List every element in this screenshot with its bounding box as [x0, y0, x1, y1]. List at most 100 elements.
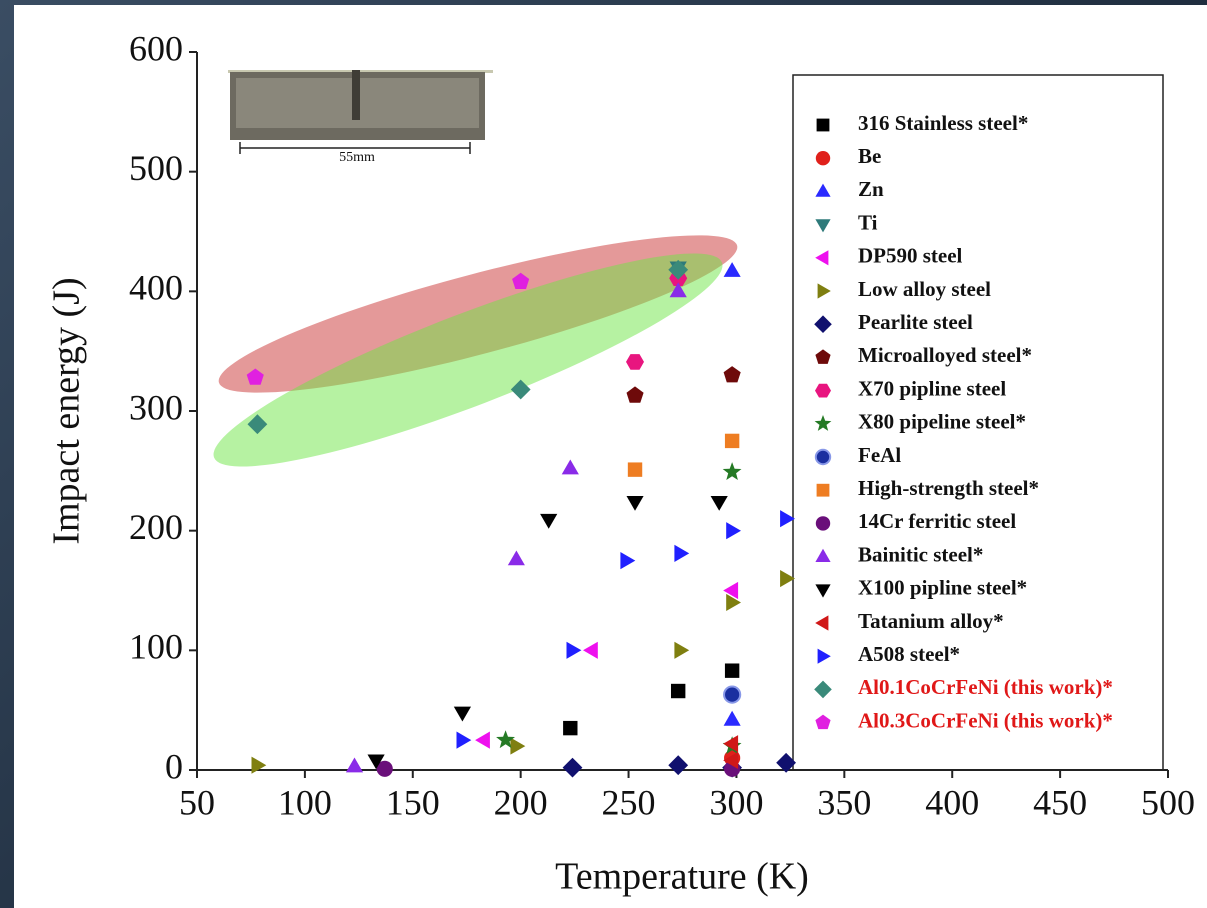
data-point	[710, 496, 728, 511]
legend-marker	[815, 219, 831, 233]
data-point	[626, 354, 644, 370]
legend-marker	[817, 283, 831, 299]
data-point	[475, 731, 490, 749]
legend-marker	[815, 548, 831, 562]
x-tick-label: 100	[278, 782, 332, 822]
data-point	[723, 685, 742, 704]
data-point	[251, 756, 267, 774]
inset-caption: 55mm	[339, 150, 375, 165]
data-point	[780, 510, 795, 528]
legend-marker	[816, 483, 830, 497]
legend-marker	[815, 615, 829, 631]
data-point	[724, 663, 740, 678]
legend-marker	[815, 250, 829, 266]
legend-marker	[815, 383, 831, 398]
legend-label: Ti	[858, 210, 878, 234]
data-point	[626, 496, 644, 511]
x-tick-label: 150	[386, 782, 440, 822]
data-point	[726, 593, 741, 611]
data-point	[512, 272, 530, 289]
legend-marker	[815, 584, 831, 598]
legend-label: Tatanium alloy*	[858, 609, 1004, 633]
data-point	[456, 731, 472, 749]
legend-label: Zn	[858, 177, 884, 201]
y-axis-title: Impact energy (J)	[46, 277, 88, 544]
data-point	[563, 720, 578, 736]
data-point	[723, 581, 739, 600]
legend-label: FeAl	[858, 443, 901, 467]
legend-marker	[815, 151, 831, 166]
data-point	[562, 757, 583, 778]
data-point	[776, 752, 796, 773]
legend-label: High-strength steel*	[858, 476, 1039, 500]
legend-label: Be	[858, 144, 881, 168]
legend-box	[792, 74, 1164, 771]
inset-photo: 55mm	[228, 70, 493, 165]
x-axis-title: Temperature (K)	[555, 856, 809, 898]
x-tick-label: 250	[602, 782, 656, 822]
legend-marker	[815, 714, 831, 730]
data-point	[669, 282, 687, 298]
x-tick-label: 350	[817, 782, 871, 822]
data-point	[726, 522, 741, 540]
legend-label: Low alloy steel	[858, 277, 991, 301]
x-tick-label: 500	[1141, 782, 1195, 822]
x-tick-label: 200	[494, 782, 548, 822]
data-point	[723, 710, 741, 726]
legend-marker	[814, 448, 832, 466]
legend-label: X70 pipline steel	[858, 376, 1006, 400]
data-point	[723, 262, 741, 277]
legend-label: Al0.1CoCrFeNi (this work)*	[858, 675, 1113, 699]
legend-marker	[815, 349, 831, 364]
legend-marker	[816, 118, 830, 132]
data-point	[780, 570, 795, 588]
legend-label: X100 pipline steel*	[858, 576, 1027, 600]
y-tick-label: 0	[165, 746, 183, 786]
x-tick-label: 300	[709, 782, 763, 822]
data-point	[507, 550, 525, 566]
data-point	[627, 462, 643, 477]
legend-marker	[814, 315, 832, 333]
y-tick-label: 400	[129, 268, 183, 308]
legend-label: Microalloyed steel*	[858, 343, 1032, 367]
data-point	[626, 386, 644, 403]
data-point	[674, 641, 690, 659]
legend-label: Pearlite steel	[858, 310, 973, 334]
x-tick-label: 450	[1033, 782, 1087, 822]
data-point	[247, 414, 268, 435]
legend-label: 14Cr ferritic steel	[858, 509, 1016, 533]
data-point	[620, 552, 636, 570]
legend-label: X80 pipeline steel*	[858, 410, 1026, 434]
legend-label: Bainitic steel*	[858, 542, 983, 566]
data-point	[724, 433, 740, 449]
legend-marker	[814, 680, 832, 699]
x-tick-label: 50	[179, 782, 215, 822]
legend-label: A508 steel*	[858, 642, 960, 666]
data-point	[540, 513, 558, 529]
data-point	[723, 366, 741, 383]
y-tick-label: 500	[129, 148, 183, 188]
data-point	[510, 379, 531, 400]
x-tick-label: 400	[925, 782, 979, 822]
data-point	[453, 706, 471, 722]
legend-marker	[815, 183, 831, 197]
data-point	[510, 737, 526, 755]
data-point	[668, 755, 689, 776]
y-tick-label: 600	[129, 28, 183, 68]
data-point	[376, 760, 393, 777]
data-point	[496, 730, 515, 749]
y-tick-label: 200	[129, 507, 183, 547]
highlight-ellipse	[213, 253, 723, 467]
y-tick-label: 100	[129, 627, 183, 667]
data-point	[668, 259, 689, 280]
data-point	[367, 754, 385, 770]
data-point	[723, 751, 739, 769]
legend-label: Al0.3CoCrFeNi (this work)*	[858, 708, 1113, 732]
data-point	[674, 544, 690, 562]
legend-label: 316 Stainless steel*	[858, 111, 1028, 135]
data-point	[722, 462, 742, 480]
data-point	[566, 641, 582, 659]
data-point	[345, 757, 364, 773]
